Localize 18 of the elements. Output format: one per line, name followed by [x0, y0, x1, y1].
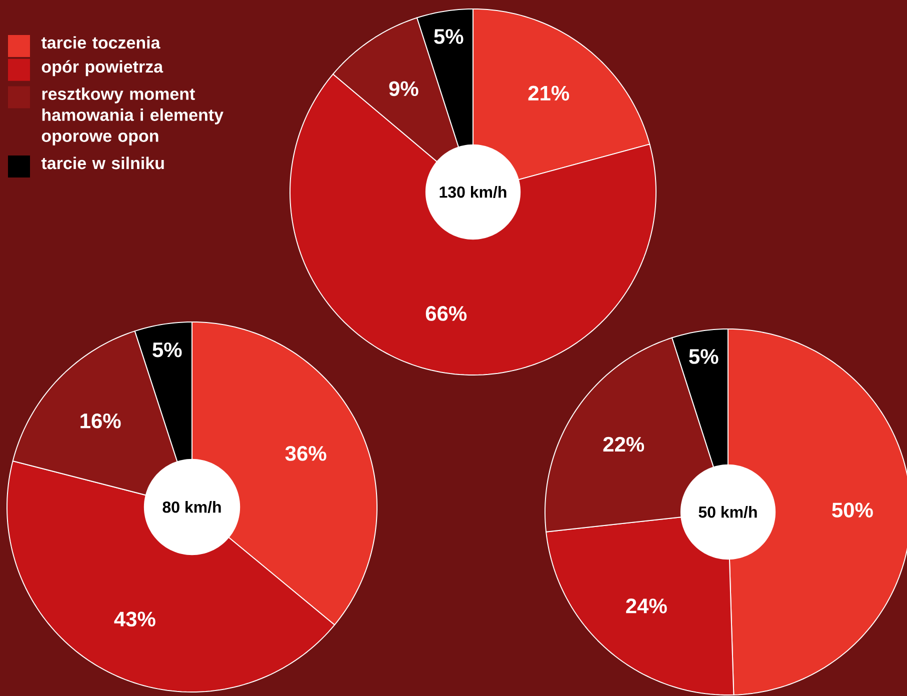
- data-label: 5%: [434, 29, 464, 44]
- data-label: 43%: [114, 612, 156, 627]
- legend-label: tarcie w silniku: [41, 156, 164, 170]
- data-label: 50%: [832, 502, 873, 518]
- data-label: 36%: [285, 446, 326, 461]
- text: 80 km/h: [162, 501, 221, 513]
- data-label: 5%: [689, 349, 718, 364]
- text: 130 km/h: [440, 186, 506, 198]
- data-label: 5%: [152, 342, 182, 358]
- data-label: 24%: [626, 598, 667, 614]
- text: 50 km/h: [698, 506, 757, 518]
- data-label: 9%: [389, 81, 418, 96]
- data-label: 22%: [603, 436, 644, 452]
- data-label: 16%: [80, 413, 121, 428]
- legend-label: tarcie toczenia: [41, 36, 160, 49]
- legend-label: opór powietrza: [42, 60, 164, 76]
- data-label: 66%: [426, 306, 467, 321]
- data-label: 21%: [528, 86, 570, 101]
